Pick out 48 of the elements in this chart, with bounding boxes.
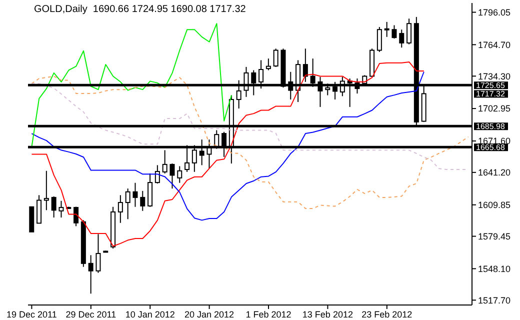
- candlestick: [51, 196, 56, 218]
- ref-line-label: 1665.68: [476, 143, 506, 152]
- candlestick: [148, 172, 153, 208]
- line-series: [31, 61, 424, 247]
- candlestick: [88, 254, 94, 294]
- candlestick: [384, 21, 390, 38]
- y-tick-label: 1548.10: [478, 264, 511, 274]
- ref-line-label: 1725.65: [476, 81, 506, 90]
- candlestick: [170, 163, 175, 190]
- y-tick-label: 1641.20: [478, 168, 511, 178]
- candlestick: [74, 206, 79, 227]
- y-tick-label: 1609.85: [478, 200, 511, 210]
- candlestick: [154, 164, 160, 184]
- candlestick: [132, 182, 138, 208]
- candlestick: [140, 190, 146, 212]
- candlestick: [273, 48, 278, 68]
- y-tick-label: 1734.30: [478, 71, 511, 82]
- x-tick-label: 23 Feb 2012: [362, 309, 412, 320]
- line-series: [31, 76, 469, 210]
- candlestick: [44, 170, 49, 211]
- candlestick: [125, 188, 130, 220]
- x-tick-label: 1 Feb 2012: [246, 309, 292, 320]
- x-tick-label: 29 Dec 2011: [66, 309, 116, 320]
- line-series: [31, 23, 232, 148]
- x-tick-label: 10 Jan 2012: [125, 309, 175, 320]
- candlestick: [302, 48, 308, 82]
- candlestick: [406, 18, 412, 45]
- candlestick: [58, 200, 64, 218]
- candlestick: [376, 26, 382, 52]
- candlestick: [177, 166, 182, 184]
- x-tick-label: 13 Feb 2012: [302, 309, 353, 320]
- x-tick-label: 19 Dec 2011: [6, 309, 57, 320]
- y-tick-label: 1517.70: [478, 295, 511, 306]
- line-series: [31, 71, 424, 221]
- text: 1717.32: [476, 90, 506, 99]
- candlestick: [392, 24, 397, 40]
- candlestick: [118, 194, 123, 224]
- candlestick: [36, 194, 42, 224]
- y-tick-label: 1764.70: [478, 40, 511, 50]
- candlestick: [266, 58, 271, 71]
- y-tick-label: 1796.05: [478, 7, 511, 18]
- candlestick: [96, 234, 101, 274]
- ref-line-label: 1685.98: [476, 122, 506, 132]
- chart-title: GOLD,Daily 1690.66 1724.95 1690.08 1717.32: [34, 4, 246, 15]
- y-tick-label: 1702.95: [478, 104, 511, 114]
- candlestick: [399, 29, 404, 48]
- y-tick-label: 1579.45: [478, 231, 511, 242]
- x-tick-label: 20 Jan 2012: [184, 309, 234, 320]
